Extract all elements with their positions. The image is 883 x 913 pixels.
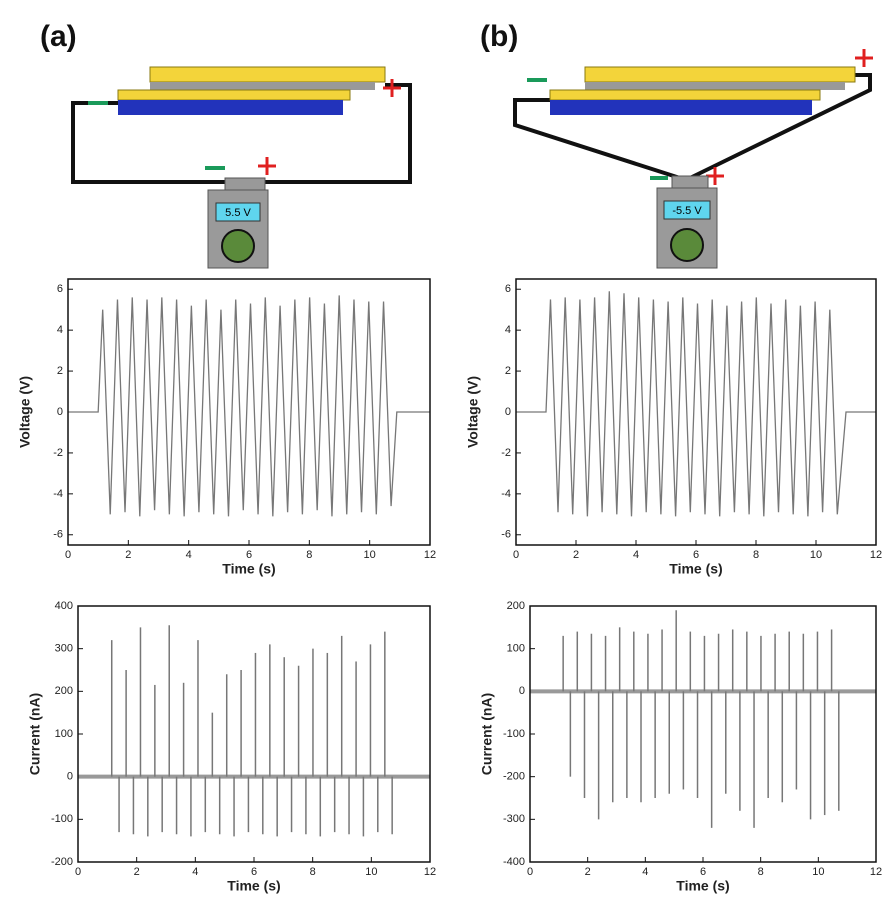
y-tick-label: 2 — [505, 365, 511, 377]
y-axis-title: Current (nA) — [27, 693, 43, 775]
layer — [150, 82, 375, 90]
x-tick-label: 8 — [753, 549, 759, 561]
y-tick-label: -4 — [53, 488, 63, 500]
panel-label: (b) — [480, 20, 518, 53]
electrode-top — [584, 66, 856, 83]
x-tick-label: 0 — [65, 549, 71, 561]
x-tick-label: 6 — [700, 866, 706, 878]
plot-frame — [515, 278, 877, 546]
layer — [585, 82, 845, 90]
y-tick-label: 100 — [55, 728, 73, 740]
x-tick-label: 10 — [364, 549, 376, 561]
y-tick-label: -2 — [501, 447, 511, 459]
x-tick-label: 4 — [633, 549, 639, 561]
x-tick-label: 6 — [246, 549, 252, 561]
meter-display — [663, 200, 711, 220]
wire — [513, 98, 681, 180]
y-tick-label: 200 — [55, 685, 73, 697]
plus-sign — [855, 49, 873, 67]
plot-frame — [67, 278, 431, 546]
x-tick-label: 6 — [693, 549, 699, 561]
plus-sign — [706, 167, 724, 185]
y-tick-label: 4 — [505, 324, 511, 336]
plus-sign — [383, 79, 401, 97]
x-axis-title: Time (s) — [676, 878, 729, 894]
diagram-a: (a) 5.5 V — [40, 20, 412, 269]
x-tick-label: 2 — [134, 866, 140, 878]
y-tick-label: 0 — [67, 771, 73, 783]
x-tick-label: 0 — [513, 549, 519, 561]
meter-reading: 5.5 V — [225, 207, 251, 219]
y-tick-label: 300 — [55, 643, 73, 655]
voltage-trace — [68, 295, 430, 517]
x-tick-label: 12 — [424, 549, 436, 561]
y-tick-label: 4 — [57, 324, 63, 336]
x-tick-label: 10 — [810, 549, 822, 561]
y-tick-label: -6 — [501, 529, 511, 541]
y-tick-label: -200 — [503, 771, 525, 783]
y-tick-label: 200 — [507, 600, 525, 612]
electrode-base — [550, 100, 812, 115]
y-axis-title: Current (nA) — [479, 693, 495, 775]
x-tick-label: 0 — [527, 866, 533, 878]
y-tick-label: -200 — [51, 856, 73, 868]
x-axis-title: Time (s) — [669, 561, 722, 577]
x-tick-label: 6 — [251, 866, 257, 878]
meter-display — [215, 202, 261, 222]
x-tick-label: 8 — [310, 866, 316, 878]
x-tick-label: 2 — [573, 549, 579, 561]
y-tick-label: 0 — [505, 406, 511, 418]
y-axis-title: Voltage (V) — [17, 376, 33, 448]
x-axis-title: Time (s) — [222, 561, 275, 577]
plot-frame — [77, 605, 431, 863]
x-tick-label: 12 — [870, 549, 882, 561]
y-tick-label: 2 — [57, 365, 63, 377]
voltage-trace — [516, 291, 876, 517]
x-tick-label: 2 — [125, 549, 131, 561]
x-tick-label: 10 — [365, 866, 377, 878]
y-tick-label: 6 — [505, 283, 511, 295]
meter-dial — [221, 229, 255, 263]
y-axis-title: Voltage (V) — [465, 376, 481, 448]
wire — [689, 73, 872, 180]
y-tick-label: -100 — [503, 728, 525, 740]
y-tick-label: 100 — [507, 643, 525, 655]
x-tick-label: 4 — [186, 549, 192, 561]
x-axis-title: Time (s) — [227, 878, 280, 894]
meter-dial — [670, 228, 704, 262]
x-tick-label: 0 — [75, 866, 81, 878]
plot-frame — [529, 605, 877, 863]
x-tick-label: 4 — [192, 866, 198, 878]
x-tick-label: 4 — [642, 866, 648, 878]
x-tick-label: 8 — [306, 549, 312, 561]
electrode-top — [149, 66, 386, 83]
y-tick-label: -2 — [53, 447, 63, 459]
y-tick-label: 0 — [519, 685, 525, 697]
plus-sign — [258, 157, 276, 175]
x-tick-label: 12 — [870, 866, 882, 878]
panel-label: (a) — [40, 20, 77, 53]
y-tick-label: 0 — [57, 406, 63, 418]
x-tick-label: 2 — [585, 866, 591, 878]
electrode-bottom — [117, 89, 351, 101]
y-tick-label: -4 — [501, 488, 511, 500]
electrode-base — [118, 100, 343, 115]
y-tick-label: -100 — [51, 813, 73, 825]
y-tick-label: -400 — [503, 856, 525, 868]
y-tick-label: -300 — [503, 813, 525, 825]
electrode-bottom — [549, 89, 821, 101]
diagram-b: (b) -5.5 V — [480, 20, 873, 269]
x-tick-label: 10 — [812, 866, 824, 878]
y-tick-label: 400 — [55, 600, 73, 612]
meter-reading: -5.5 V — [672, 205, 702, 217]
x-tick-label: 8 — [758, 866, 764, 878]
y-tick-label: 6 — [57, 283, 63, 295]
x-tick-label: 12 — [424, 866, 436, 878]
y-tick-label: -6 — [53, 529, 63, 541]
